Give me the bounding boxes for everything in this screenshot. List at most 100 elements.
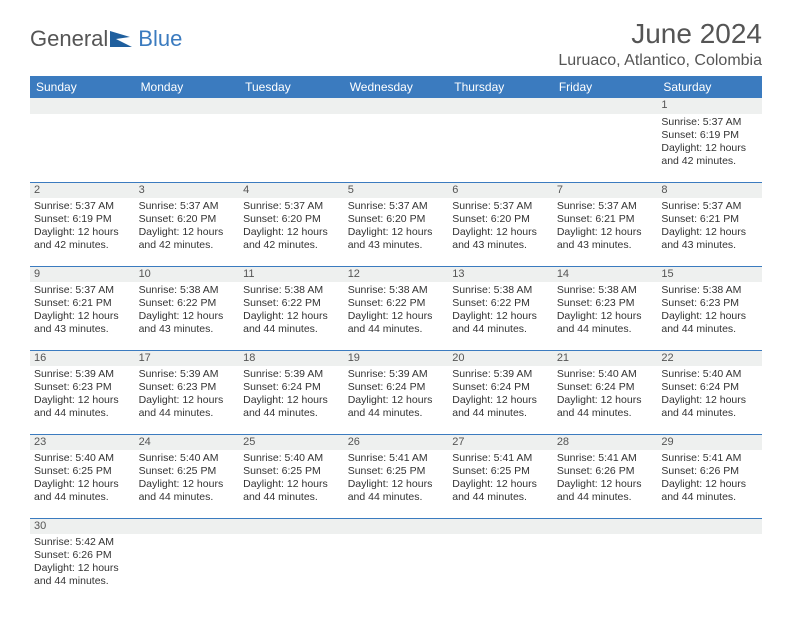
day-cell: Sunrise: 5:40 AMSunset: 6:25 PMDaylight:… <box>135 450 240 518</box>
day-number: 8 <box>657 182 762 198</box>
day-details: Sunrise: 5:38 AMSunset: 6:22 PMDaylight:… <box>243 284 340 337</box>
day-number: 21 <box>553 350 658 366</box>
logo-text-blue: Blue <box>138 26 182 52</box>
day-number <box>135 518 240 534</box>
calendar-table: SundayMondayTuesdayWednesdayThursdayFrid… <box>30 76 762 602</box>
day-details: Sunrise: 5:37 AMSunset: 6:19 PMDaylight:… <box>34 200 131 253</box>
day-number <box>30 98 135 114</box>
day-number: 13 <box>448 266 553 282</box>
day-number: 27 <box>448 434 553 450</box>
calendar-body: 1 Sunrise: 5:37 AMSunset: 6:19 PMDaylight… <box>30 98 762 602</box>
logo-text-general: General <box>30 26 108 52</box>
column-header: Monday <box>135 76 240 98</box>
day-details: Sunrise: 5:41 AMSunset: 6:25 PMDaylight:… <box>348 452 445 505</box>
day-number: 23 <box>30 434 135 450</box>
location: Luruaco, Atlantico, Colombia <box>558 52 762 70</box>
day-cell: Sunrise: 5:37 AMSunset: 6:21 PMDaylight:… <box>30 282 135 350</box>
day-number <box>448 98 553 114</box>
day-cell <box>135 534 240 602</box>
day-number <box>553 98 658 114</box>
day-details: Sunrise: 5:37 AMSunset: 6:20 PMDaylight:… <box>452 200 549 253</box>
day-details: Sunrise: 5:38 AMSunset: 6:23 PMDaylight:… <box>557 284 654 337</box>
day-cell <box>344 534 449 602</box>
day-details: Sunrise: 5:39 AMSunset: 6:24 PMDaylight:… <box>243 368 340 421</box>
day-number: 9 <box>30 266 135 282</box>
column-header: Wednesday <box>344 76 449 98</box>
day-cell <box>448 534 553 602</box>
month-title: June 2024 <box>558 18 762 50</box>
day-cell: Sunrise: 5:38 AMSunset: 6:22 PMDaylight:… <box>135 282 240 350</box>
day-details: Sunrise: 5:41 AMSunset: 6:25 PMDaylight:… <box>452 452 549 505</box>
logo: General Blue <box>30 18 182 52</box>
day-details: Sunrise: 5:39 AMSunset: 6:24 PMDaylight:… <box>452 368 549 421</box>
day-details: Sunrise: 5:38 AMSunset: 6:22 PMDaylight:… <box>139 284 236 337</box>
day-details: Sunrise: 5:37 AMSunset: 6:21 PMDaylight:… <box>34 284 131 337</box>
day-cell <box>135 114 240 182</box>
day-cell: Sunrise: 5:39 AMSunset: 6:24 PMDaylight:… <box>239 366 344 434</box>
day-details: Sunrise: 5:42 AMSunset: 6:26 PMDaylight:… <box>34 536 131 589</box>
day-cell: Sunrise: 5:40 AMSunset: 6:24 PMDaylight:… <box>657 366 762 434</box>
day-number: 26 <box>344 434 449 450</box>
calendar-page: General Blue June 2024 Luruaco, Atlantic… <box>0 0 792 620</box>
day-cell: Sunrise: 5:38 AMSunset: 6:22 PMDaylight:… <box>448 282 553 350</box>
day-cell: Sunrise: 5:42 AMSunset: 6:26 PMDaylight:… <box>30 534 135 602</box>
day-cell <box>448 114 553 182</box>
day-details: Sunrise: 5:37 AMSunset: 6:20 PMDaylight:… <box>243 200 340 253</box>
column-header: Friday <box>553 76 658 98</box>
column-header: Saturday <box>657 76 762 98</box>
day-details: Sunrise: 5:38 AMSunset: 6:22 PMDaylight:… <box>348 284 445 337</box>
day-cell <box>239 534 344 602</box>
day-cell <box>239 114 344 182</box>
day-cell: Sunrise: 5:38 AMSunset: 6:22 PMDaylight:… <box>344 282 449 350</box>
day-cell: Sunrise: 5:38 AMSunset: 6:22 PMDaylight:… <box>239 282 344 350</box>
day-number <box>239 98 344 114</box>
day-cell: Sunrise: 5:37 AMSunset: 6:20 PMDaylight:… <box>344 198 449 266</box>
day-number: 12 <box>344 266 449 282</box>
day-details: Sunrise: 5:40 AMSunset: 6:25 PMDaylight:… <box>34 452 131 505</box>
day-number: 29 <box>657 434 762 450</box>
day-number: 30 <box>30 518 135 534</box>
day-details: Sunrise: 5:37 AMSunset: 6:19 PMDaylight:… <box>661 116 758 169</box>
day-details: Sunrise: 5:41 AMSunset: 6:26 PMDaylight:… <box>661 452 758 505</box>
day-cell: Sunrise: 5:38 AMSunset: 6:23 PMDaylight:… <box>553 282 658 350</box>
day-cell: Sunrise: 5:41 AMSunset: 6:26 PMDaylight:… <box>657 450 762 518</box>
day-number <box>239 518 344 534</box>
day-cell: Sunrise: 5:39 AMSunset: 6:23 PMDaylight:… <box>135 366 240 434</box>
day-cell: Sunrise: 5:41 AMSunset: 6:25 PMDaylight:… <box>448 450 553 518</box>
day-number <box>553 518 658 534</box>
day-number: 11 <box>239 266 344 282</box>
day-number: 28 <box>553 434 658 450</box>
day-number: 1 <box>657 98 762 114</box>
day-number <box>344 98 449 114</box>
day-details: Sunrise: 5:37 AMSunset: 6:21 PMDaylight:… <box>557 200 654 253</box>
day-details: Sunrise: 5:38 AMSunset: 6:23 PMDaylight:… <box>661 284 758 337</box>
day-details: Sunrise: 5:38 AMSunset: 6:22 PMDaylight:… <box>452 284 549 337</box>
day-cell: Sunrise: 5:40 AMSunset: 6:24 PMDaylight:… <box>553 366 658 434</box>
day-number: 16 <box>30 350 135 366</box>
day-details: Sunrise: 5:40 AMSunset: 6:25 PMDaylight:… <box>139 452 236 505</box>
day-cell <box>553 534 658 602</box>
day-cell: Sunrise: 5:37 AMSunset: 6:21 PMDaylight:… <box>553 198 658 266</box>
day-number: 5 <box>344 182 449 198</box>
day-number <box>448 518 553 534</box>
day-number: 14 <box>553 266 658 282</box>
calendar-head: SundayMondayTuesdayWednesdayThursdayFrid… <box>30 76 762 98</box>
day-cell: Sunrise: 5:41 AMSunset: 6:26 PMDaylight:… <box>553 450 658 518</box>
day-details: Sunrise: 5:37 AMSunset: 6:20 PMDaylight:… <box>139 200 236 253</box>
day-number: 7 <box>553 182 658 198</box>
day-number: 4 <box>239 182 344 198</box>
day-details: Sunrise: 5:41 AMSunset: 6:26 PMDaylight:… <box>557 452 654 505</box>
day-number: 15 <box>657 266 762 282</box>
day-cell <box>344 114 449 182</box>
day-cell: Sunrise: 5:37 AMSunset: 6:20 PMDaylight:… <box>135 198 240 266</box>
day-number: 18 <box>239 350 344 366</box>
day-number <box>344 518 449 534</box>
day-cell: Sunrise: 5:39 AMSunset: 6:24 PMDaylight:… <box>344 366 449 434</box>
day-details: Sunrise: 5:39 AMSunset: 6:23 PMDaylight:… <box>34 368 131 421</box>
day-details: Sunrise: 5:40 AMSunset: 6:24 PMDaylight:… <box>557 368 654 421</box>
day-cell: Sunrise: 5:41 AMSunset: 6:25 PMDaylight:… <box>344 450 449 518</box>
day-number: 3 <box>135 182 240 198</box>
day-cell: Sunrise: 5:37 AMSunset: 6:21 PMDaylight:… <box>657 198 762 266</box>
day-cell <box>30 114 135 182</box>
day-number: 19 <box>344 350 449 366</box>
